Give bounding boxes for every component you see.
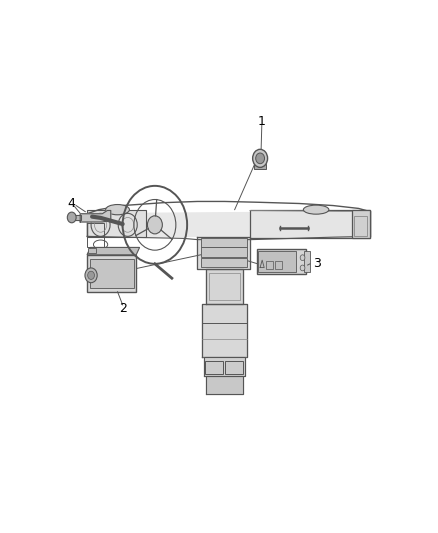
Circle shape [253, 149, 268, 167]
Polygon shape [87, 212, 371, 236]
Polygon shape [74, 215, 81, 220]
Circle shape [88, 271, 95, 279]
Polygon shape [197, 237, 250, 269]
Circle shape [148, 216, 162, 234]
Ellipse shape [106, 205, 130, 215]
Bar [254, 164, 266, 168]
Circle shape [300, 265, 305, 271]
Bar [225, 361, 243, 374]
Bar [87, 236, 104, 247]
Bar [90, 259, 134, 288]
Circle shape [256, 153, 265, 164]
Text: 1: 1 [258, 115, 266, 128]
Circle shape [300, 255, 305, 261]
Bar [87, 255, 136, 292]
Polygon shape [206, 376, 243, 394]
Bar [201, 247, 247, 257]
Bar [276, 261, 282, 269]
Polygon shape [206, 269, 243, 304]
Bar [352, 211, 371, 238]
Bar [205, 361, 223, 374]
Circle shape [67, 212, 76, 223]
Bar [87, 211, 146, 237]
Text: 4: 4 [68, 197, 76, 210]
Polygon shape [204, 358, 245, 376]
Bar [201, 238, 247, 247]
Text: 2: 2 [119, 302, 127, 314]
Polygon shape [202, 304, 247, 358]
Bar [266, 261, 273, 269]
Polygon shape [80, 211, 111, 222]
Bar [354, 216, 367, 236]
Bar [304, 251, 311, 272]
Circle shape [85, 268, 97, 282]
Ellipse shape [304, 205, 329, 214]
Bar [87, 223, 104, 237]
Bar [88, 248, 96, 253]
Bar [201, 257, 247, 267]
Bar [258, 251, 296, 272]
Bar [257, 248, 306, 274]
Text: 3: 3 [314, 257, 321, 270]
Polygon shape [87, 247, 140, 255]
Bar [250, 211, 371, 238]
Bar [209, 273, 240, 300]
